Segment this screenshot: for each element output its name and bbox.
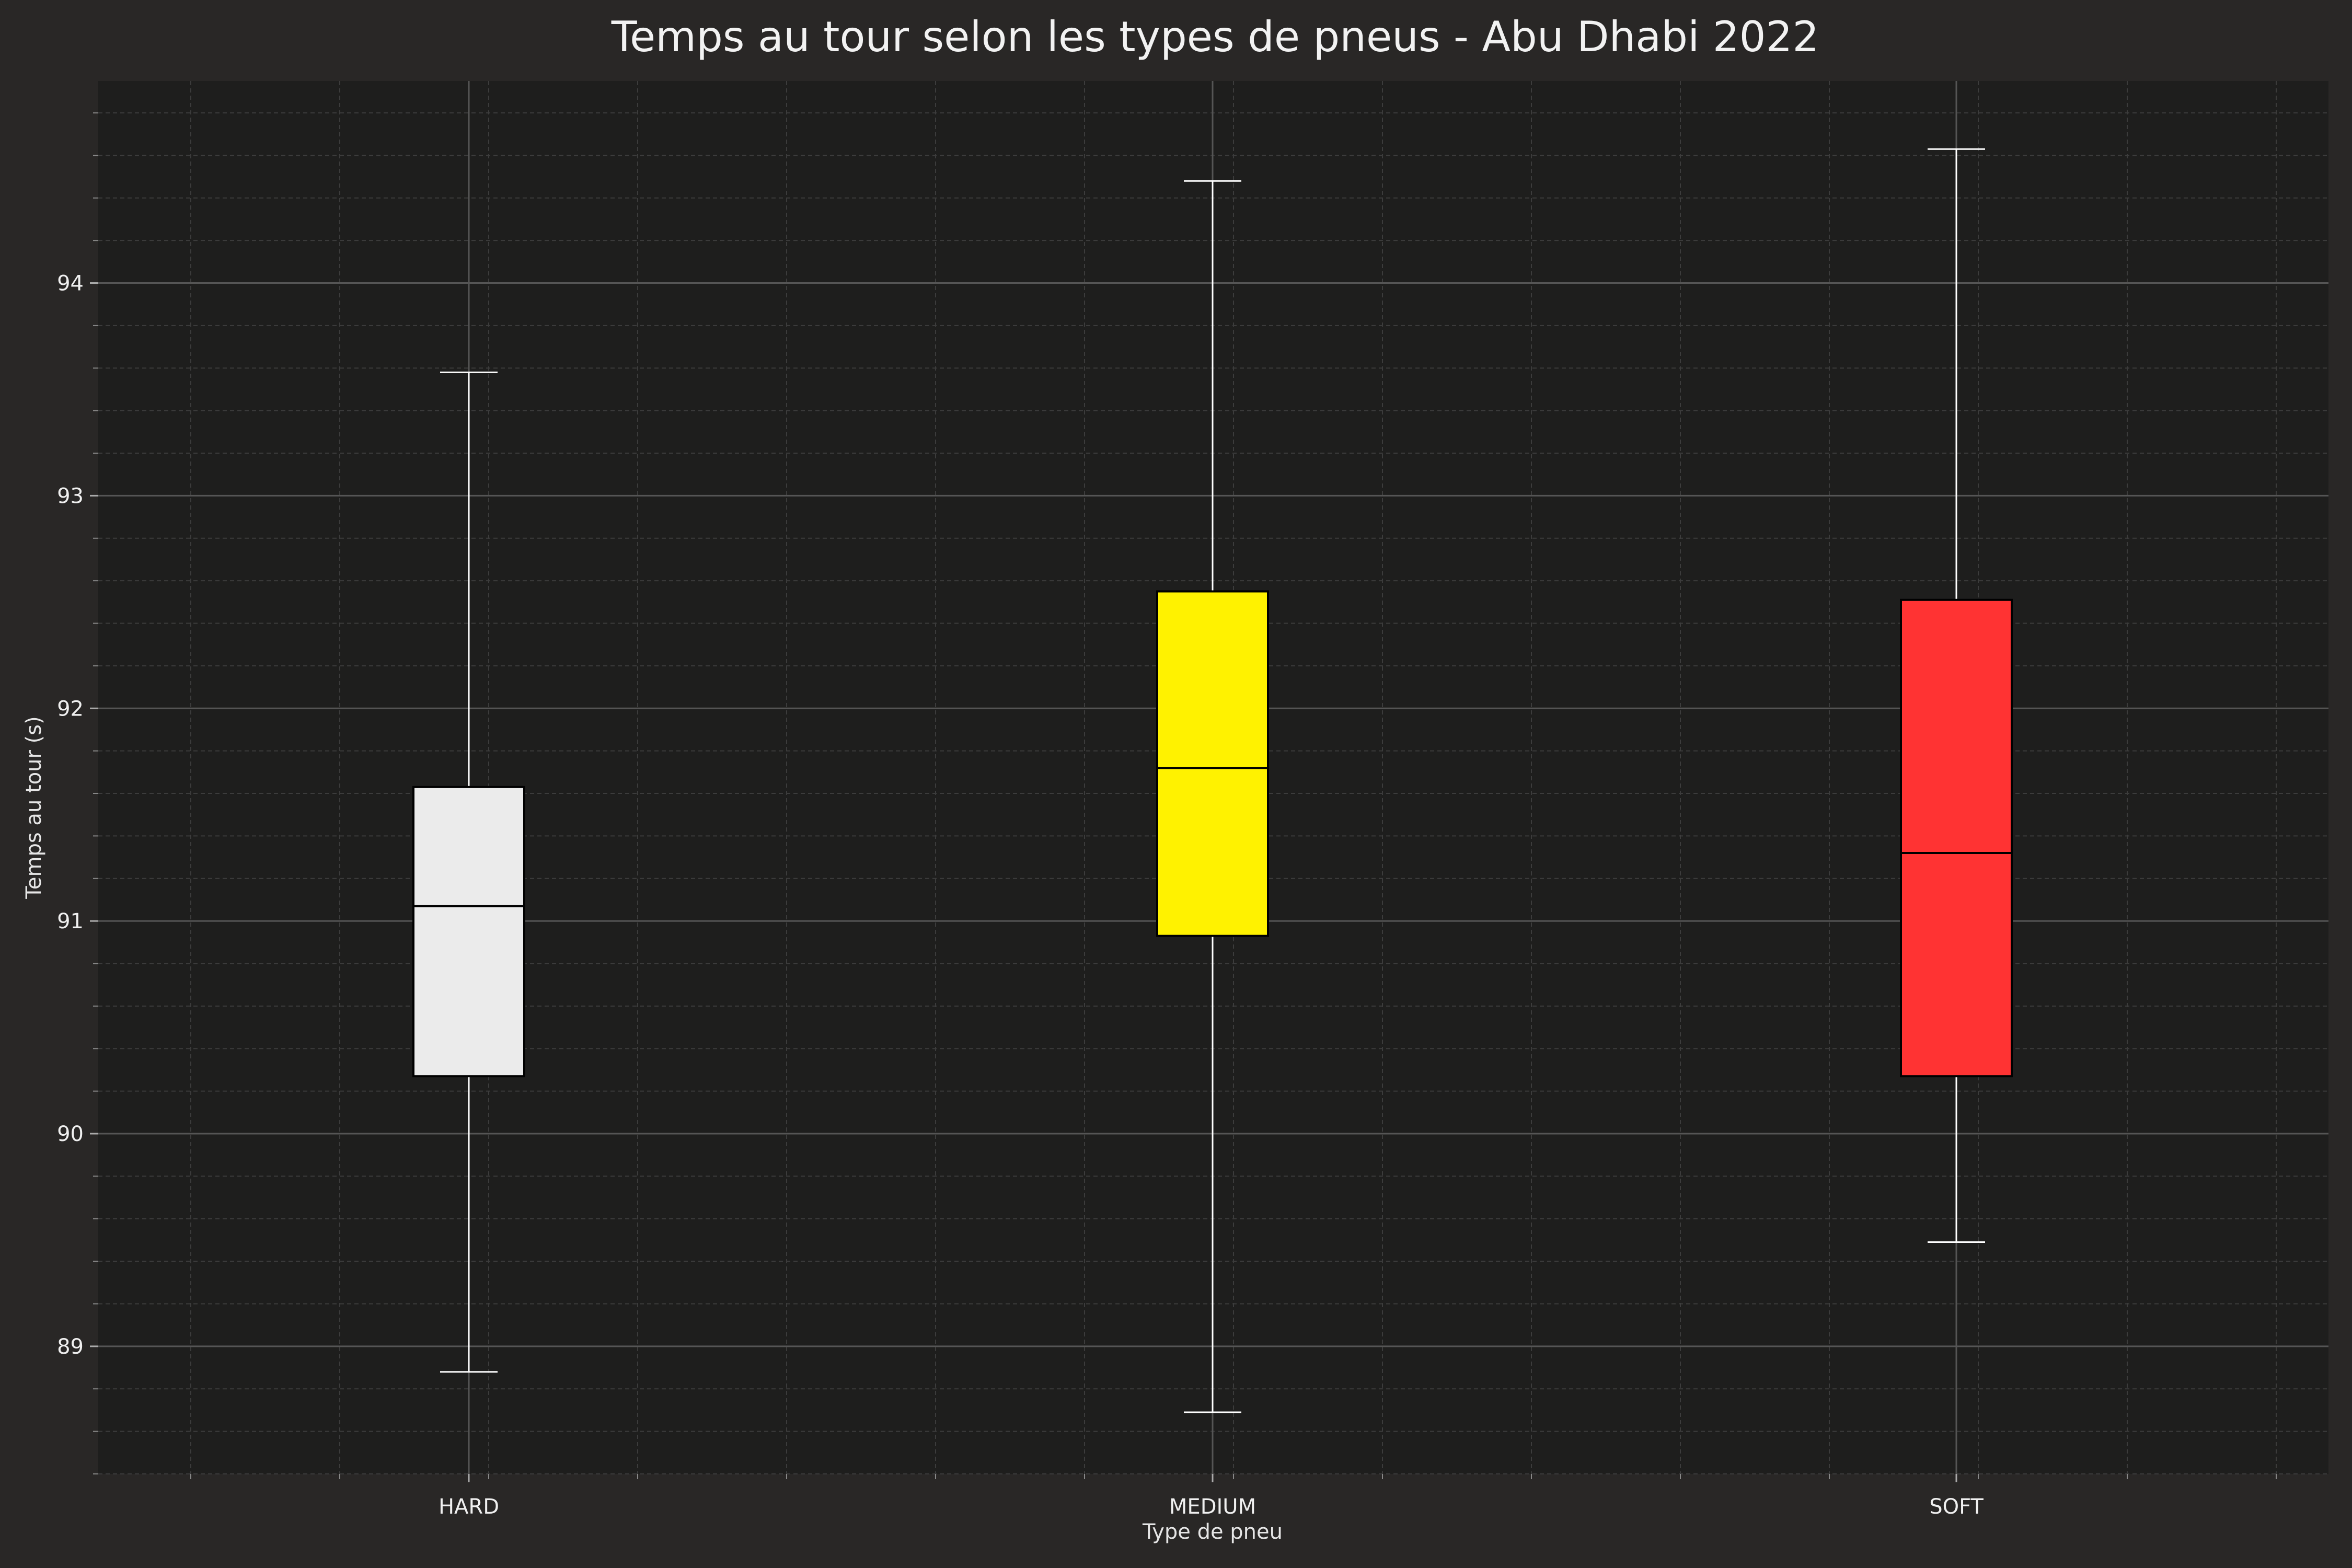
- y-tick-label: 90: [57, 1122, 84, 1146]
- y-tick-label: 93: [57, 484, 84, 508]
- y-tick-label: 92: [57, 697, 84, 721]
- chart-title: Temps au tour selon les types de pneus -…: [611, 13, 1819, 61]
- x-tick-label: MEDIUM: [1169, 1495, 1256, 1519]
- box-iqr: [1900, 598, 2013, 1078]
- y-tick-label: 91: [57, 909, 84, 933]
- x-tick-label: SOFT: [1929, 1495, 1984, 1519]
- box-soft: [1900, 148, 2013, 1243]
- y-tick-label: 89: [57, 1335, 84, 1359]
- box-iqr: [1156, 590, 1269, 937]
- boxes: [412, 148, 2013, 1413]
- y-axis-label: Temps au tour (s): [22, 716, 46, 899]
- y-tick-label: 94: [57, 272, 84, 296]
- box-iqr: [412, 786, 525, 1078]
- axes: 89 90 91 92 93 94 HARD MEDIUM SOFT: [57, 112, 2277, 1519]
- box-medium: [1156, 180, 1269, 1413]
- x-tick-label: HARD: [439, 1495, 499, 1519]
- box-hard: [412, 371, 525, 1373]
- x-axis-label: Type de pneu: [1142, 1520, 1283, 1544]
